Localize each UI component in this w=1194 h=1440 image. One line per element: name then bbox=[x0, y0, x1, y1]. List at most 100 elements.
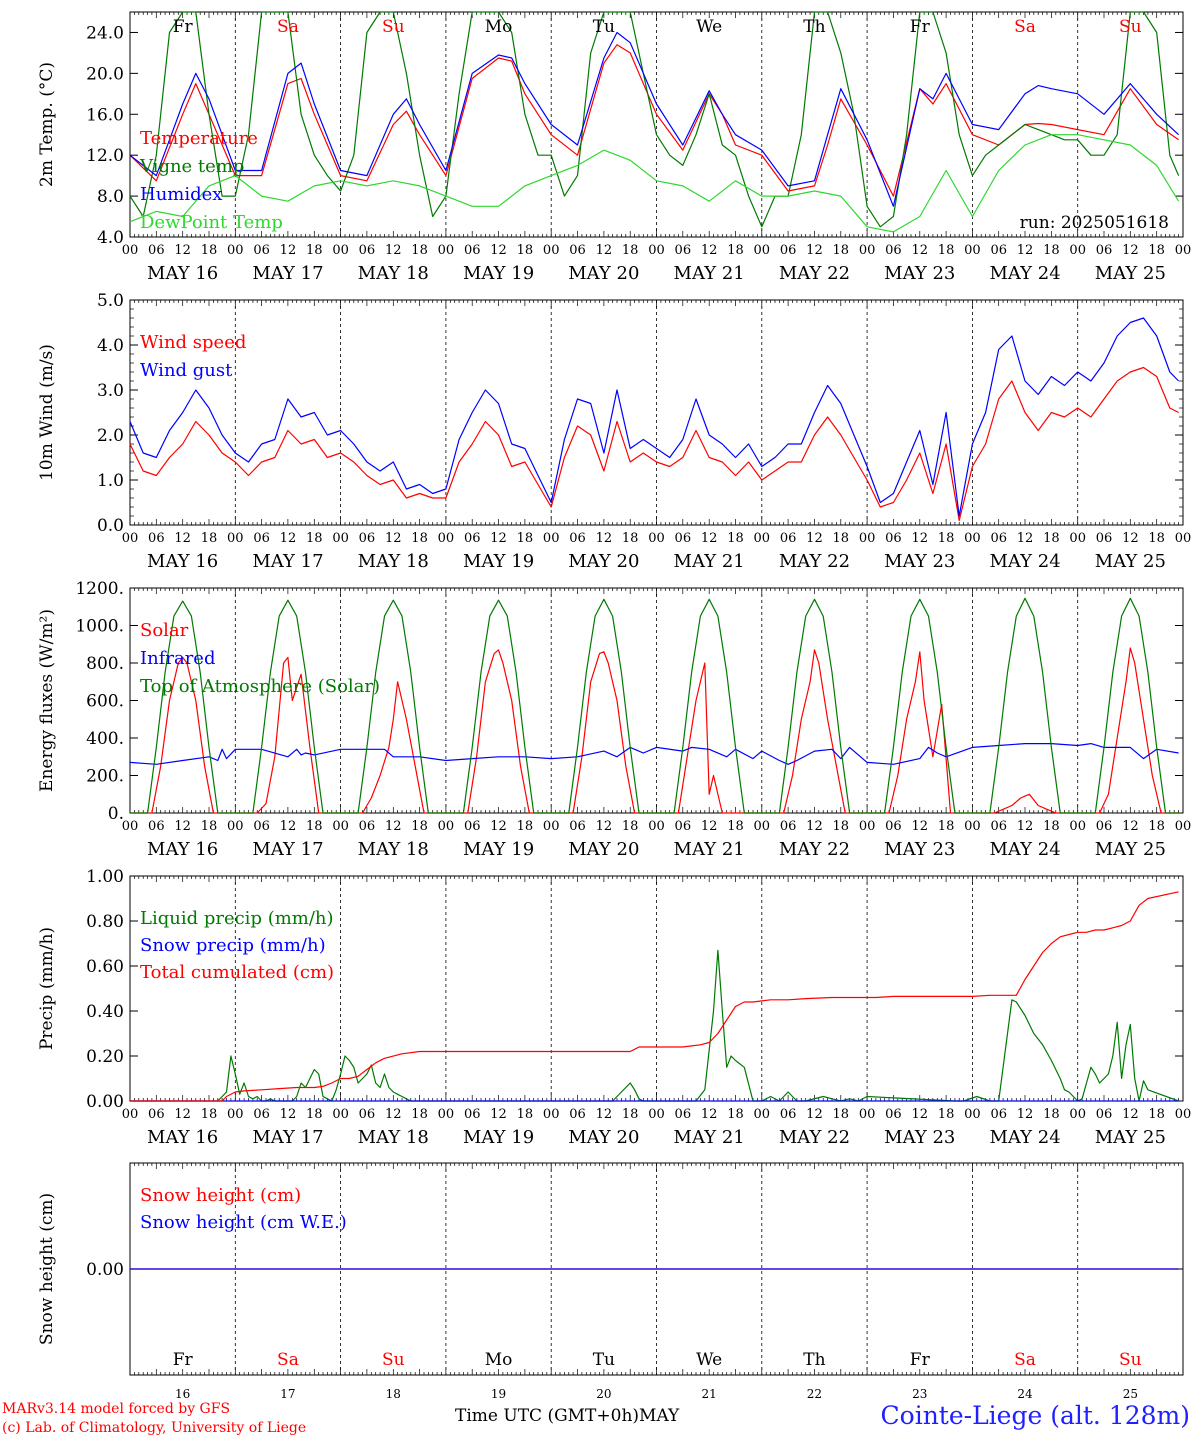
date-label: MAY 22 bbox=[779, 551, 850, 572]
hour-label: 00 bbox=[1175, 1107, 1192, 1122]
y-axis-label: Precip (mm/h) bbox=[37, 927, 57, 1050]
hour-label: 18 bbox=[938, 819, 955, 834]
hour-label: 12 bbox=[385, 531, 402, 546]
date-label: MAY 17 bbox=[252, 839, 323, 860]
hour-label: 00 bbox=[648, 819, 665, 834]
hour-label: 06 bbox=[1096, 1107, 1113, 1122]
date-label: MAY 21 bbox=[674, 839, 745, 860]
date-label: MAY 24 bbox=[989, 1127, 1060, 1148]
hour-label: 12 bbox=[490, 819, 507, 834]
legend-entry: Wind gust bbox=[140, 360, 233, 381]
date-label: MAY 17 bbox=[252, 551, 323, 572]
legend-entry: Wind speed bbox=[140, 332, 246, 353]
date-label: MAY 16 bbox=[147, 551, 218, 572]
hour-label: 12 bbox=[701, 531, 718, 546]
weekday-label: Th bbox=[803, 1350, 825, 1370]
hour-label: 06 bbox=[1096, 243, 1113, 258]
hour-label: 06 bbox=[359, 243, 376, 258]
hour-label: 12 bbox=[385, 1107, 402, 1122]
hour-label: 18 bbox=[411, 243, 428, 258]
weekday-label: Sa bbox=[1014, 1350, 1036, 1370]
hour-label: 00 bbox=[332, 243, 349, 258]
y-tick-label: 0.0 bbox=[97, 516, 124, 536]
date-label: MAY 20 bbox=[568, 263, 639, 284]
credit-line-2: (c) Lab. of Climatology, University of L… bbox=[2, 1420, 307, 1436]
y-tick-label: 5.0 bbox=[97, 291, 124, 311]
hour-label: 12 bbox=[490, 243, 507, 258]
day-number: 18 bbox=[386, 1387, 401, 1401]
panel-3: 0. 200. 400. 600. 800. 1000. 1200. Energy fluxe… bbox=[37, 579, 1191, 860]
hour-label: 06 bbox=[569, 819, 586, 834]
hour-label: 18 bbox=[1043, 531, 1060, 546]
series-wind-speed bbox=[129, 366, 1179, 522]
day-number: 22 bbox=[807, 1387, 822, 1401]
legend-entry: Temperature bbox=[140, 128, 258, 149]
hour-label: 12 bbox=[806, 531, 823, 546]
hour-label: 00 bbox=[648, 243, 665, 258]
date-label: MAY 22 bbox=[779, 1127, 850, 1148]
date-label: MAY 21 bbox=[674, 551, 745, 572]
y-tick-label: 0.20 bbox=[86, 1047, 124, 1067]
hour-label: 06 bbox=[148, 531, 165, 546]
weekday-label: Mo bbox=[485, 17, 513, 37]
hour-label: 06 bbox=[990, 819, 1007, 834]
y-ticks: 4.0 8.0 12.0 16.0 20.0 24.0 bbox=[86, 23, 1183, 248]
hour-label: 12 bbox=[1017, 1107, 1034, 1122]
hour-label: 18 bbox=[1148, 819, 1165, 834]
hour-label: 00 bbox=[227, 1107, 244, 1122]
hour-label: 06 bbox=[148, 1107, 165, 1122]
hour-label: 06 bbox=[464, 243, 481, 258]
date-label: MAY 23 bbox=[884, 263, 955, 284]
weekday-label: Sa bbox=[1014, 17, 1036, 37]
hour-labels: 00 06 12 18 00 06 12 18 00 06 12 18 00 06 12 18 00 06 12 18… bbox=[122, 1107, 1192, 1122]
y-axis-label: Energy fluxes (W/m²) bbox=[37, 609, 57, 792]
hour-label: 12 bbox=[806, 819, 823, 834]
hour-label: 12 bbox=[1122, 243, 1139, 258]
hour-label: 18 bbox=[306, 243, 323, 258]
x-axis-title: Time UTC (GMT+0h) bbox=[455, 1406, 640, 1426]
hour-label: 00 bbox=[122, 243, 139, 258]
hour-labels: 00 06 12 18 00 06 12 18 00 06 12 18 00 06 12 18 00 06 12 18… bbox=[122, 243, 1192, 258]
legend-entry: DewPoint Temp bbox=[140, 212, 283, 233]
plot-frame bbox=[129, 587, 1184, 814]
hour-labels: 00 06 12 18 00 06 12 18 00 06 12 18 00 06 12 18 00 06 12 18… bbox=[122, 531, 1192, 546]
date-label: MAY 22 bbox=[779, 839, 850, 860]
hour-label: 18 bbox=[622, 819, 639, 834]
hour-label: 12 bbox=[1122, 819, 1139, 834]
date-label: MAY 25 bbox=[1095, 839, 1166, 860]
date-label: MAY 17 bbox=[252, 1127, 323, 1148]
hour-label: 18 bbox=[1043, 1107, 1060, 1122]
hour-label: 00 bbox=[332, 531, 349, 546]
panel-4: 0.00 0.20 0.40 0.60 0.80 1.00 Precip (mm/h) Liq… bbox=[37, 867, 1191, 1148]
hour-label: 18 bbox=[727, 1107, 744, 1122]
hour-label: 06 bbox=[253, 1107, 270, 1122]
legend-entry: Total cumulated (cm) bbox=[140, 962, 334, 983]
hour-label: 00 bbox=[122, 819, 139, 834]
date-label: MAY 23 bbox=[884, 551, 955, 572]
date-label: MAY 20 bbox=[568, 839, 639, 860]
hour-label: 18 bbox=[1148, 531, 1165, 546]
day-number: 25 bbox=[1123, 1387, 1138, 1401]
panel-5: 0.00 Snow height (cm) Snow height (cm) Snow… bbox=[37, 1162, 1184, 1401]
hour-label: 18 bbox=[411, 819, 428, 834]
hour-labels: 00 06 12 18 00 06 12 18 00 06 12 18 00 06 12 18 00 06 12 18… bbox=[122, 819, 1192, 834]
hour-label: 18 bbox=[1043, 819, 1060, 834]
weekday-label: Su bbox=[382, 17, 405, 37]
y-tick-label: 1000. bbox=[75, 617, 124, 637]
weekday-label: Tu bbox=[593, 17, 615, 37]
y-tick-label: 0.60 bbox=[86, 957, 124, 977]
y-tick-label: 3.0 bbox=[97, 381, 124, 401]
date-label: MAY 18 bbox=[358, 551, 429, 572]
hour-label: 06 bbox=[885, 819, 902, 834]
hour-label: 06 bbox=[990, 531, 1007, 546]
hour-label: 06 bbox=[780, 531, 797, 546]
hour-label: 12 bbox=[490, 1107, 507, 1122]
hour-label: 00 bbox=[1069, 819, 1086, 834]
day-number: 17 bbox=[280, 1387, 295, 1401]
hour-label: 00 bbox=[227, 243, 244, 258]
series-solar bbox=[130, 647, 1179, 814]
day-number: 21 bbox=[702, 1387, 717, 1401]
hour-label: 06 bbox=[1096, 819, 1113, 834]
hour-label: 00 bbox=[122, 1107, 139, 1122]
y-ticks: 0.00 0.20 0.40 0.60 0.80 1.00 bbox=[86, 867, 1183, 1112]
